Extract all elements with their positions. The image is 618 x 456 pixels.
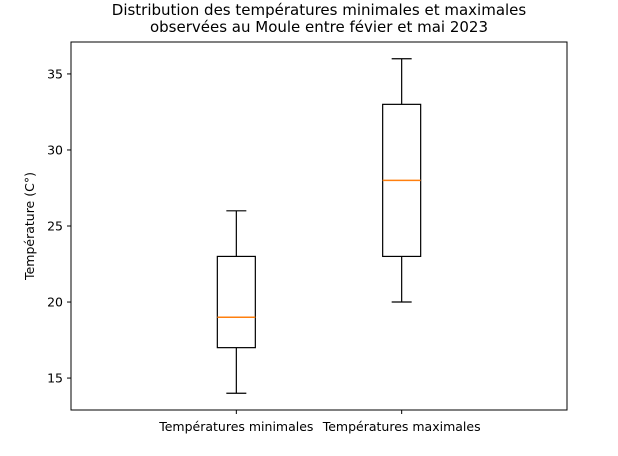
x-tick-label: Températures minimales (158, 419, 313, 434)
x-tick-label: Températures maximales (322, 419, 481, 434)
plot-frame (70, 41, 568, 411)
y-tick-label: 20 (47, 295, 63, 310)
y-axis-label: Température (C°) (22, 172, 37, 281)
y-tick-label: 30 (47, 142, 63, 157)
y-tick-label: 25 (47, 219, 63, 234)
y-tick-label: 15 (47, 371, 63, 386)
plot-area: 15 20 25 30 35 Températures minimales Températ… (47, 41, 568, 434)
chart-title-line-1: Distribution des températures minimales … (112, 1, 527, 19)
chart-title-line-2: observées au Moule entre févier et mai 2… (150, 18, 488, 36)
y-tick-label: 35 (47, 66, 63, 81)
box-iqr (216, 255, 256, 349)
